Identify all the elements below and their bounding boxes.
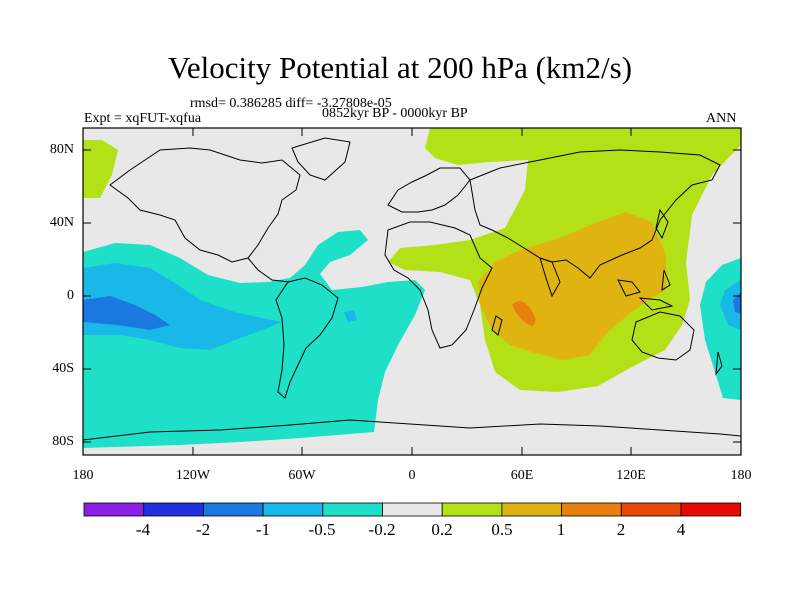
- colorbar-label: 2: [616, 520, 626, 539]
- lat-label-40n: 40N: [49, 215, 74, 230]
- colorbar-label: 1: [556, 520, 566, 539]
- dateline-moderate-negative: [720, 280, 741, 330]
- experiment-label: Expt = xqFUT-xqfua: [84, 111, 202, 126]
- lat-label-40s: 40S: [52, 361, 74, 376]
- season-label: ANN: [706, 111, 737, 126]
- colorbar-swatch: [561, 502, 622, 517]
- stats-text: rmsd= 0.386285 diff= -3.27808e-05: [190, 96, 392, 111]
- colorbar-swatch: [382, 502, 443, 517]
- colorbar-swatch: [322, 502, 383, 517]
- lon-label-120e: 120E: [616, 468, 646, 483]
- lon-label-60w: 60W: [288, 468, 316, 483]
- lat-label-0: 0: [67, 288, 74, 303]
- colorbar-label: -2: [195, 520, 211, 539]
- velocity-potential-field: [83, 128, 741, 455]
- lon-label-0: 0: [408, 468, 416, 483]
- period-label: 0852kyr BP - 0000kyr BP: [322, 106, 468, 121]
- lat-ticks: [83, 149, 741, 443]
- lat-label-80s: 80S: [52, 434, 74, 449]
- colorbar-swatch: [262, 502, 324, 517]
- colorbar-label: 0.5: [491, 520, 513, 539]
- colorbar-swatch: [501, 502, 562, 517]
- colorbar-swatch: [680, 502, 742, 517]
- colorbar-label: -1: [255, 520, 271, 539]
- colorbar-swatch: [620, 502, 682, 517]
- lon-label-120w: 120W: [175, 468, 211, 483]
- dateline-strong-negative: [733, 292, 741, 314]
- colorbar-label: -4: [135, 520, 151, 539]
- colorbar-swatch: [83, 502, 145, 517]
- moderate-negative-region: [83, 263, 282, 350]
- arctic-positive-patch: [83, 140, 118, 198]
- colorbar: [83, 502, 742, 517]
- lon-ticks: [82, 128, 742, 455]
- colorbar-swatch: [143, 502, 204, 517]
- coastlines: [83, 137, 741, 441]
- lat-label-80n: 80N: [49, 142, 74, 157]
- colorbar-label: -0.2: [368, 520, 396, 539]
- map-title: Velocity Potential at 200 hPa (km2/s): [167, 50, 633, 85]
- colorbar-swatch: [202, 502, 264, 517]
- atlantic-negative-patch: [344, 310, 357, 322]
- colorbar-swatch: [441, 502, 503, 517]
- strong-negative-region: [83, 296, 170, 330]
- lon-label-180w: 180: [72, 468, 94, 483]
- colorbar-label: 4: [676, 520, 686, 539]
- lon-label-180e: 180: [730, 468, 752, 483]
- colorbar-label: -0.5: [308, 520, 336, 539]
- peak-anomaly: [512, 301, 536, 326]
- colorbar-label: 0.2: [431, 520, 453, 539]
- lon-label-60e: 60E: [510, 468, 534, 483]
